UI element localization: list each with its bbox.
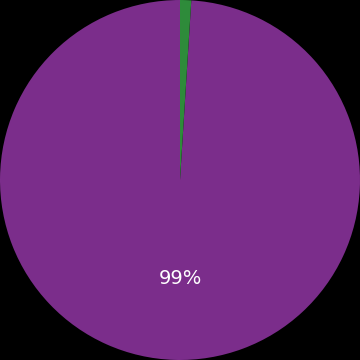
Text: 99%: 99% (158, 270, 202, 288)
Wedge shape (180, 0, 191, 180)
